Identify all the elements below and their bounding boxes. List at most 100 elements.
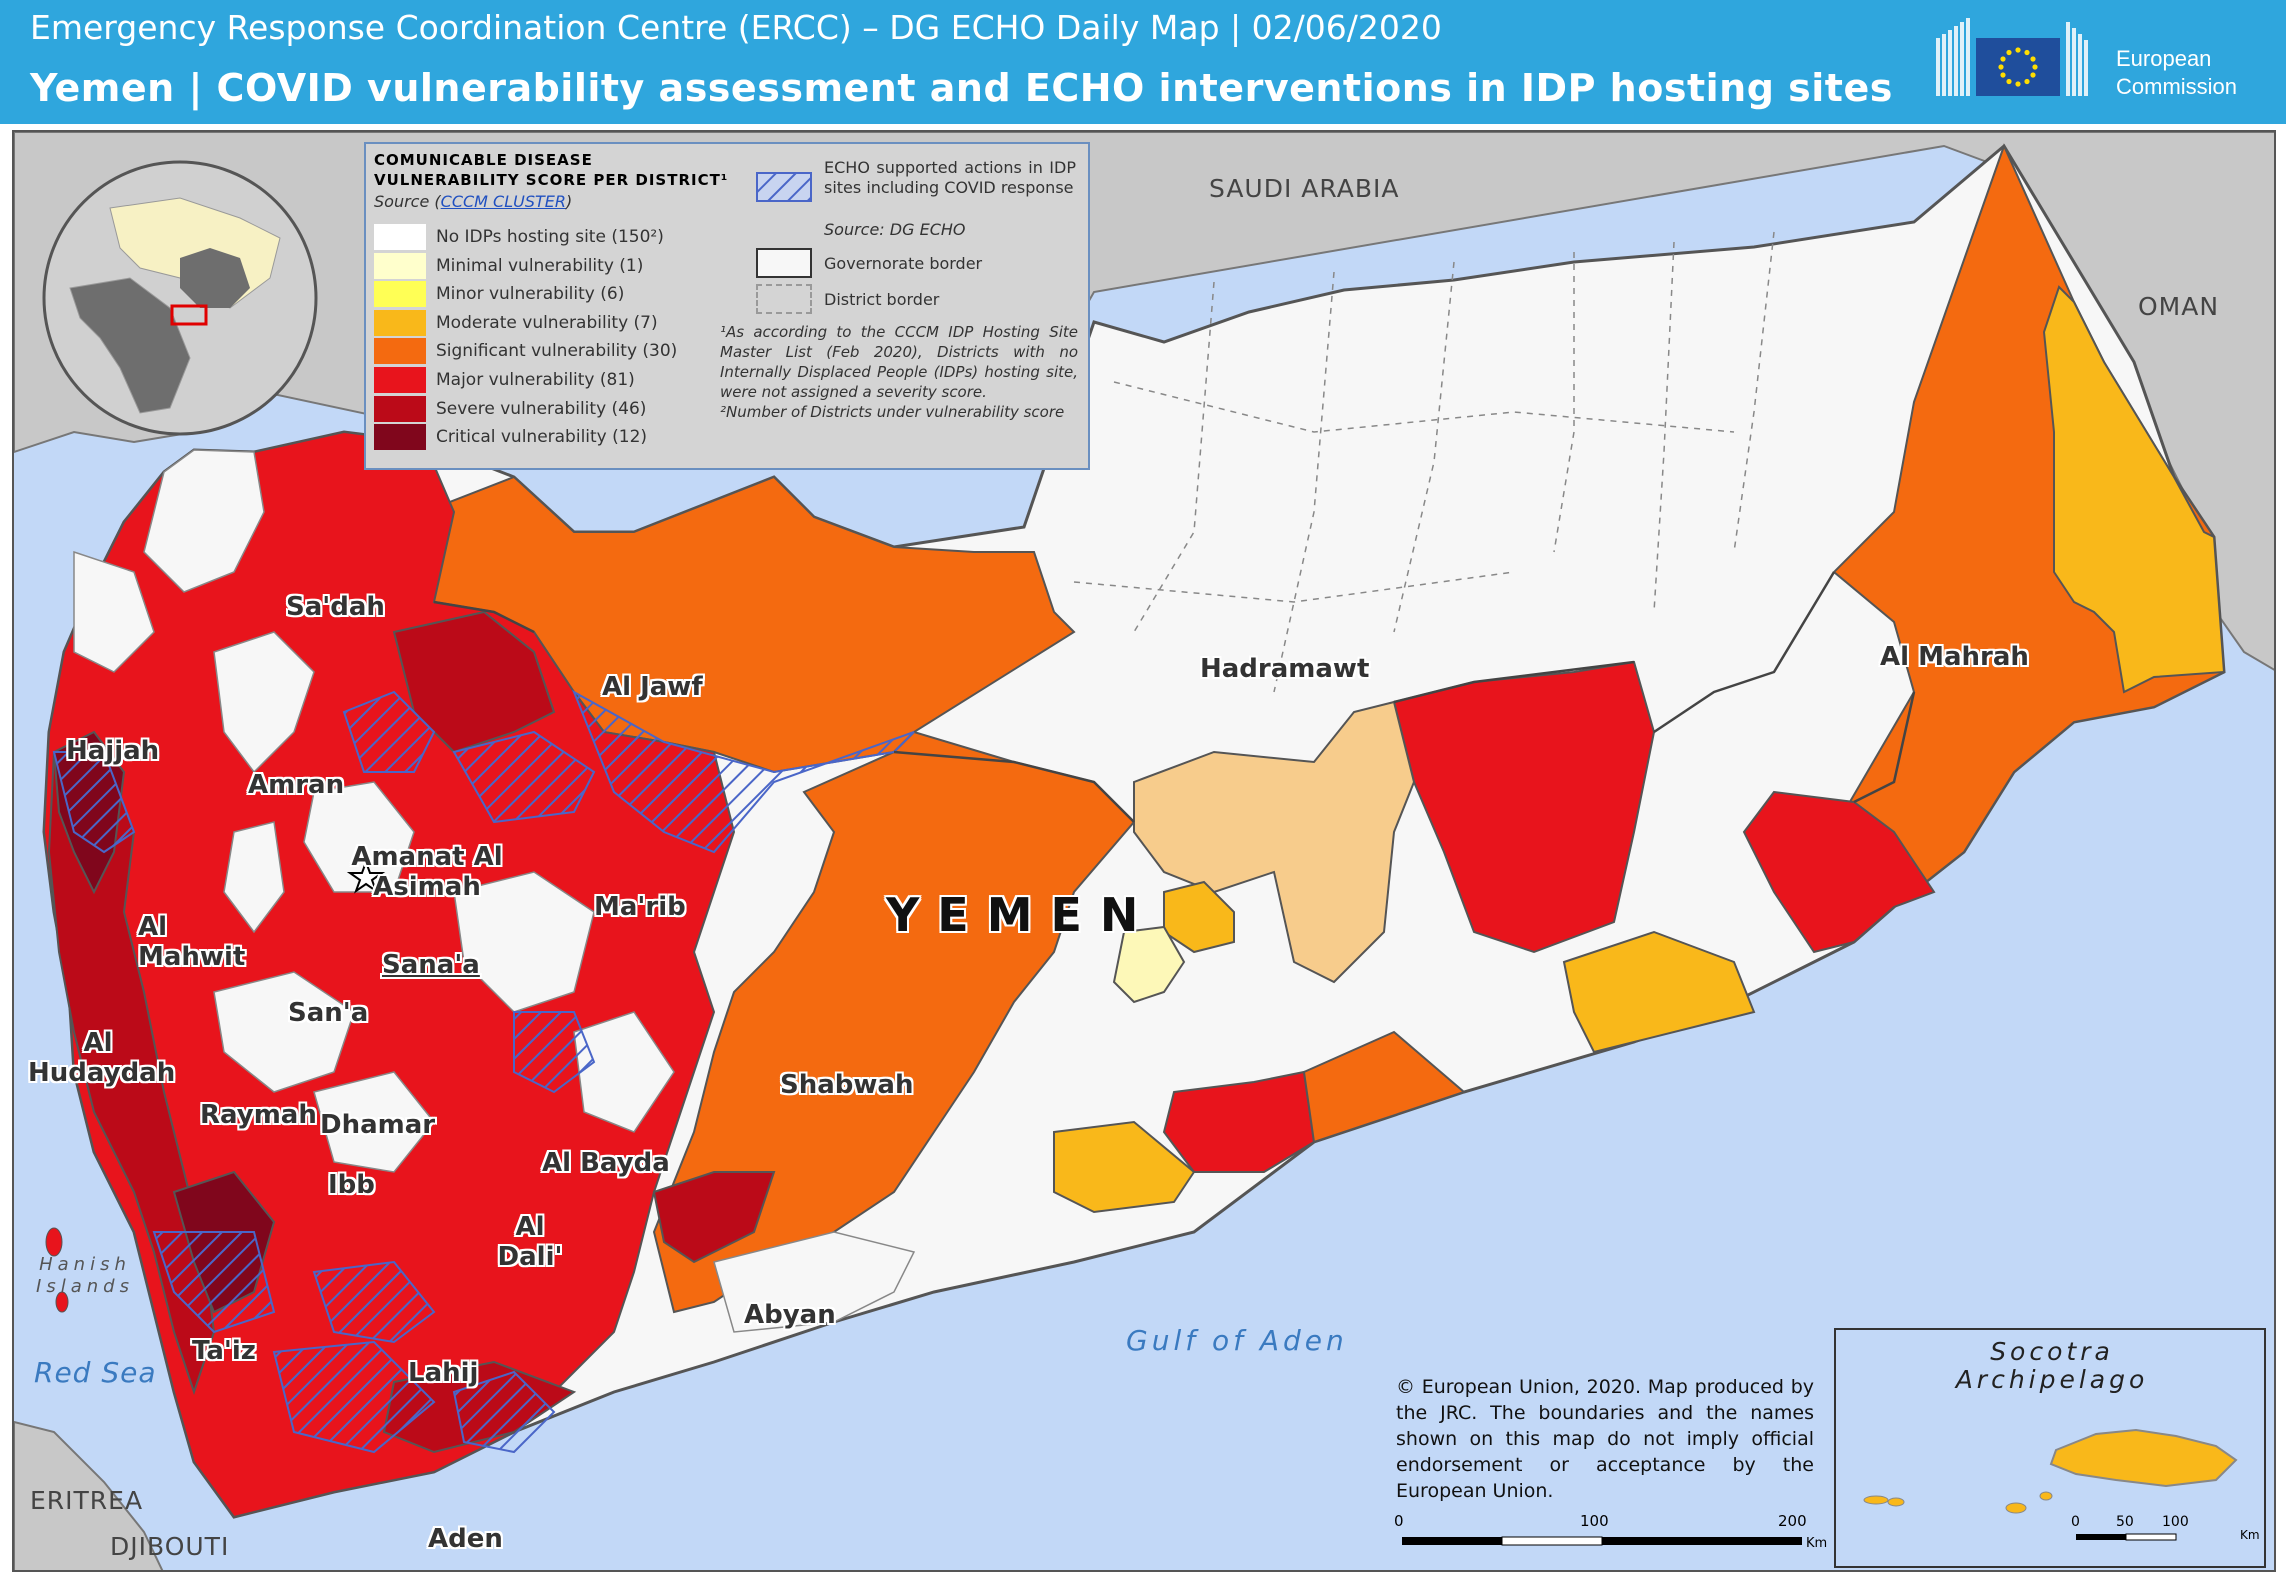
- legend-label: Moderate vulnerability (7): [436, 312, 658, 333]
- socotra-map: [1863, 1428, 2238, 1541]
- legend-row: Critical vulnerability (12): [374, 424, 724, 451]
- inset-scale-100: 100: [2162, 1514, 2189, 1530]
- white-district-2: [303, 781, 415, 893]
- islet-4: [2039, 1491, 2053, 1501]
- scale-unit: Km: [1806, 1536, 1828, 1551]
- echo-legend-label: ECHO supported actions in IDP sites incl…: [824, 158, 1076, 197]
- legend-label: Minimal vulnerability (1): [436, 255, 644, 276]
- label-red-sea: Red Sea: [34, 1356, 157, 1389]
- legend-swatch: [374, 281, 426, 308]
- legend-label: Significant vulnerability (30): [436, 341, 678, 362]
- islet-3: [2005, 1502, 2027, 1514]
- yemen-vulnerability-map: [14, 132, 2274, 1570]
- socotra-inset: Socotra Archipelago 0 50 100 Km: [1834, 1328, 2266, 1568]
- legend-swatch: [374, 367, 426, 393]
- map-title: Yemen | COVID vulnerability assessment a…: [30, 66, 1893, 110]
- governorate-border-label: Governorate border: [824, 254, 983, 273]
- legend-swatch: [374, 395, 426, 422]
- label-raymah: Raymah: [200, 1100, 317, 1130]
- dali-severe: [652, 1171, 776, 1264]
- legend-source: Source (CCCM CLUSTER): [374, 192, 572, 211]
- mahrah-major: [1742, 790, 1936, 954]
- legend-row: Moderate vulnerability (7): [374, 309, 724, 336]
- label-lahij: Lahij: [408, 1358, 479, 1388]
- label-hajjah: Hajjah: [66, 736, 160, 766]
- islet-1: [1863, 1495, 1889, 1505]
- white-district-10: [713, 1231, 916, 1333]
- hadramawt-minimal: [1112, 925, 1186, 1004]
- logo-text-european: European: [2116, 46, 2211, 71]
- capital-star-icon: [346, 859, 386, 894]
- legend-swatch: [374, 338, 426, 365]
- legend-row: Minor vulnerability (6): [374, 281, 724, 308]
- eu-flag-icon: European Commission: [1936, 18, 2237, 99]
- legend-row: Severe vulnerability (46): [374, 395, 724, 422]
- cccm-cluster-link[interactable]: CCCM CLUSTER: [440, 192, 566, 211]
- hadramawt-major: [1392, 660, 1656, 954]
- al-mahrah-moderate: [2042, 285, 2226, 694]
- legend-row: Significant vulnerability (30): [374, 338, 724, 365]
- legend-note-1: ¹As according to the CCCM IDP Hosting Si…: [720, 323, 1078, 401]
- header-bar: Emergency Response Coordination Centre (…: [0, 0, 2286, 124]
- legend-source-prefix: Source (: [374, 192, 441, 211]
- locator-globe: [42, 160, 318, 436]
- label-marib: Ma'rib: [594, 892, 686, 922]
- inset-scale-0: 0: [2071, 1514, 2080, 1530]
- white-district-3: [223, 821, 285, 934]
- legend-swatch: [374, 424, 426, 451]
- scale-tick-0: 0: [1394, 1512, 1404, 1530]
- copyright-text: © European Union, 2020. Map produced by …: [1396, 1376, 1814, 1502]
- legend-label: Major vulnerability (81): [436, 370, 635, 390]
- inset-title-line2: Archipelago: [1955, 1365, 2149, 1394]
- legend-row: Minimal vulnerability (1): [374, 252, 724, 279]
- label-al-hudaydah: Al Hudaydah: [28, 1028, 176, 1088]
- scale-tick-100: 100: [1580, 1512, 1609, 1530]
- label-oman: OMAN: [2138, 292, 2220, 321]
- label-al-jawf: Al Jawf: [602, 672, 703, 702]
- white-district-9: [73, 550, 155, 673]
- label-aden: Aden: [428, 1524, 503, 1554]
- shabwah-moderate: [1053, 1120, 1196, 1214]
- european-commission-logo: European Commission: [1936, 18, 2276, 114]
- label-al-bayda: Al Bayda: [542, 1148, 670, 1178]
- white-district-1: [213, 631, 315, 774]
- inset-title: Socotra Archipelago: [1836, 1338, 2268, 1394]
- legend-note-2: ²Number of Districts under vulnerability…: [720, 403, 1065, 421]
- hadramawt-coast-orange: [1302, 1030, 1466, 1144]
- legend-note: ¹As according to the CCCM IDP Hosting Si…: [720, 322, 1078, 422]
- white-district-8: [143, 449, 265, 593]
- label-hadramawt: Hadramawt: [1200, 654, 1370, 684]
- district-border-swatch: [756, 284, 812, 314]
- scale-bar: [1402, 1536, 1802, 1546]
- label-eritrea: ERITREA: [30, 1486, 144, 1515]
- white-district-4: [213, 971, 355, 1093]
- district-border-label: District border: [824, 290, 940, 309]
- legend-swatch: [374, 309, 426, 336]
- echo-legend-source: Source: DG ECHO: [824, 220, 966, 239]
- legend-source-suffix: ): [566, 192, 573, 211]
- map-frame: Comunicable disease vulnerability score …: [12, 130, 2276, 1572]
- label-al-mahwit: Al Mahwit: [138, 912, 246, 972]
- label-saudi-arabia: SAUDI ARABIA: [1209, 174, 1400, 203]
- hanish-island-2: [55, 1291, 69, 1313]
- inset-scale-50: 50: [2116, 1514, 2134, 1530]
- echo-hatch-swatch: [756, 172, 812, 202]
- legend-label: Minor vulnerability (6): [436, 284, 625, 305]
- hadramawt-coast-red: [1162, 1070, 1316, 1173]
- label-al-mahrah: Al Mahrah: [1880, 642, 2029, 672]
- socotra-island: [2049, 1428, 2238, 1488]
- hadramawt-coast-moderate: [1562, 930, 1756, 1054]
- governorate-border-swatch: [756, 248, 812, 278]
- islet-2: [1887, 1497, 1905, 1507]
- label-djibouti: DJIBOUTI: [110, 1532, 230, 1561]
- hadramawt-minor: [1133, 700, 1416, 984]
- scale-tick-200: 200: [1778, 1512, 1807, 1530]
- label-shabwah: Shabwah: [780, 1070, 914, 1100]
- label-hanish-islands: Hanish Islands: [36, 1254, 134, 1297]
- white-district-7: [573, 1011, 675, 1133]
- legend-row: Major vulnerability (81): [374, 367, 724, 393]
- legend-label: Critical vulnerability (12): [436, 427, 648, 448]
- label-amran: Amran: [248, 770, 345, 800]
- legend-swatch: [374, 224, 426, 250]
- district-borders: [1073, 231, 1775, 693]
